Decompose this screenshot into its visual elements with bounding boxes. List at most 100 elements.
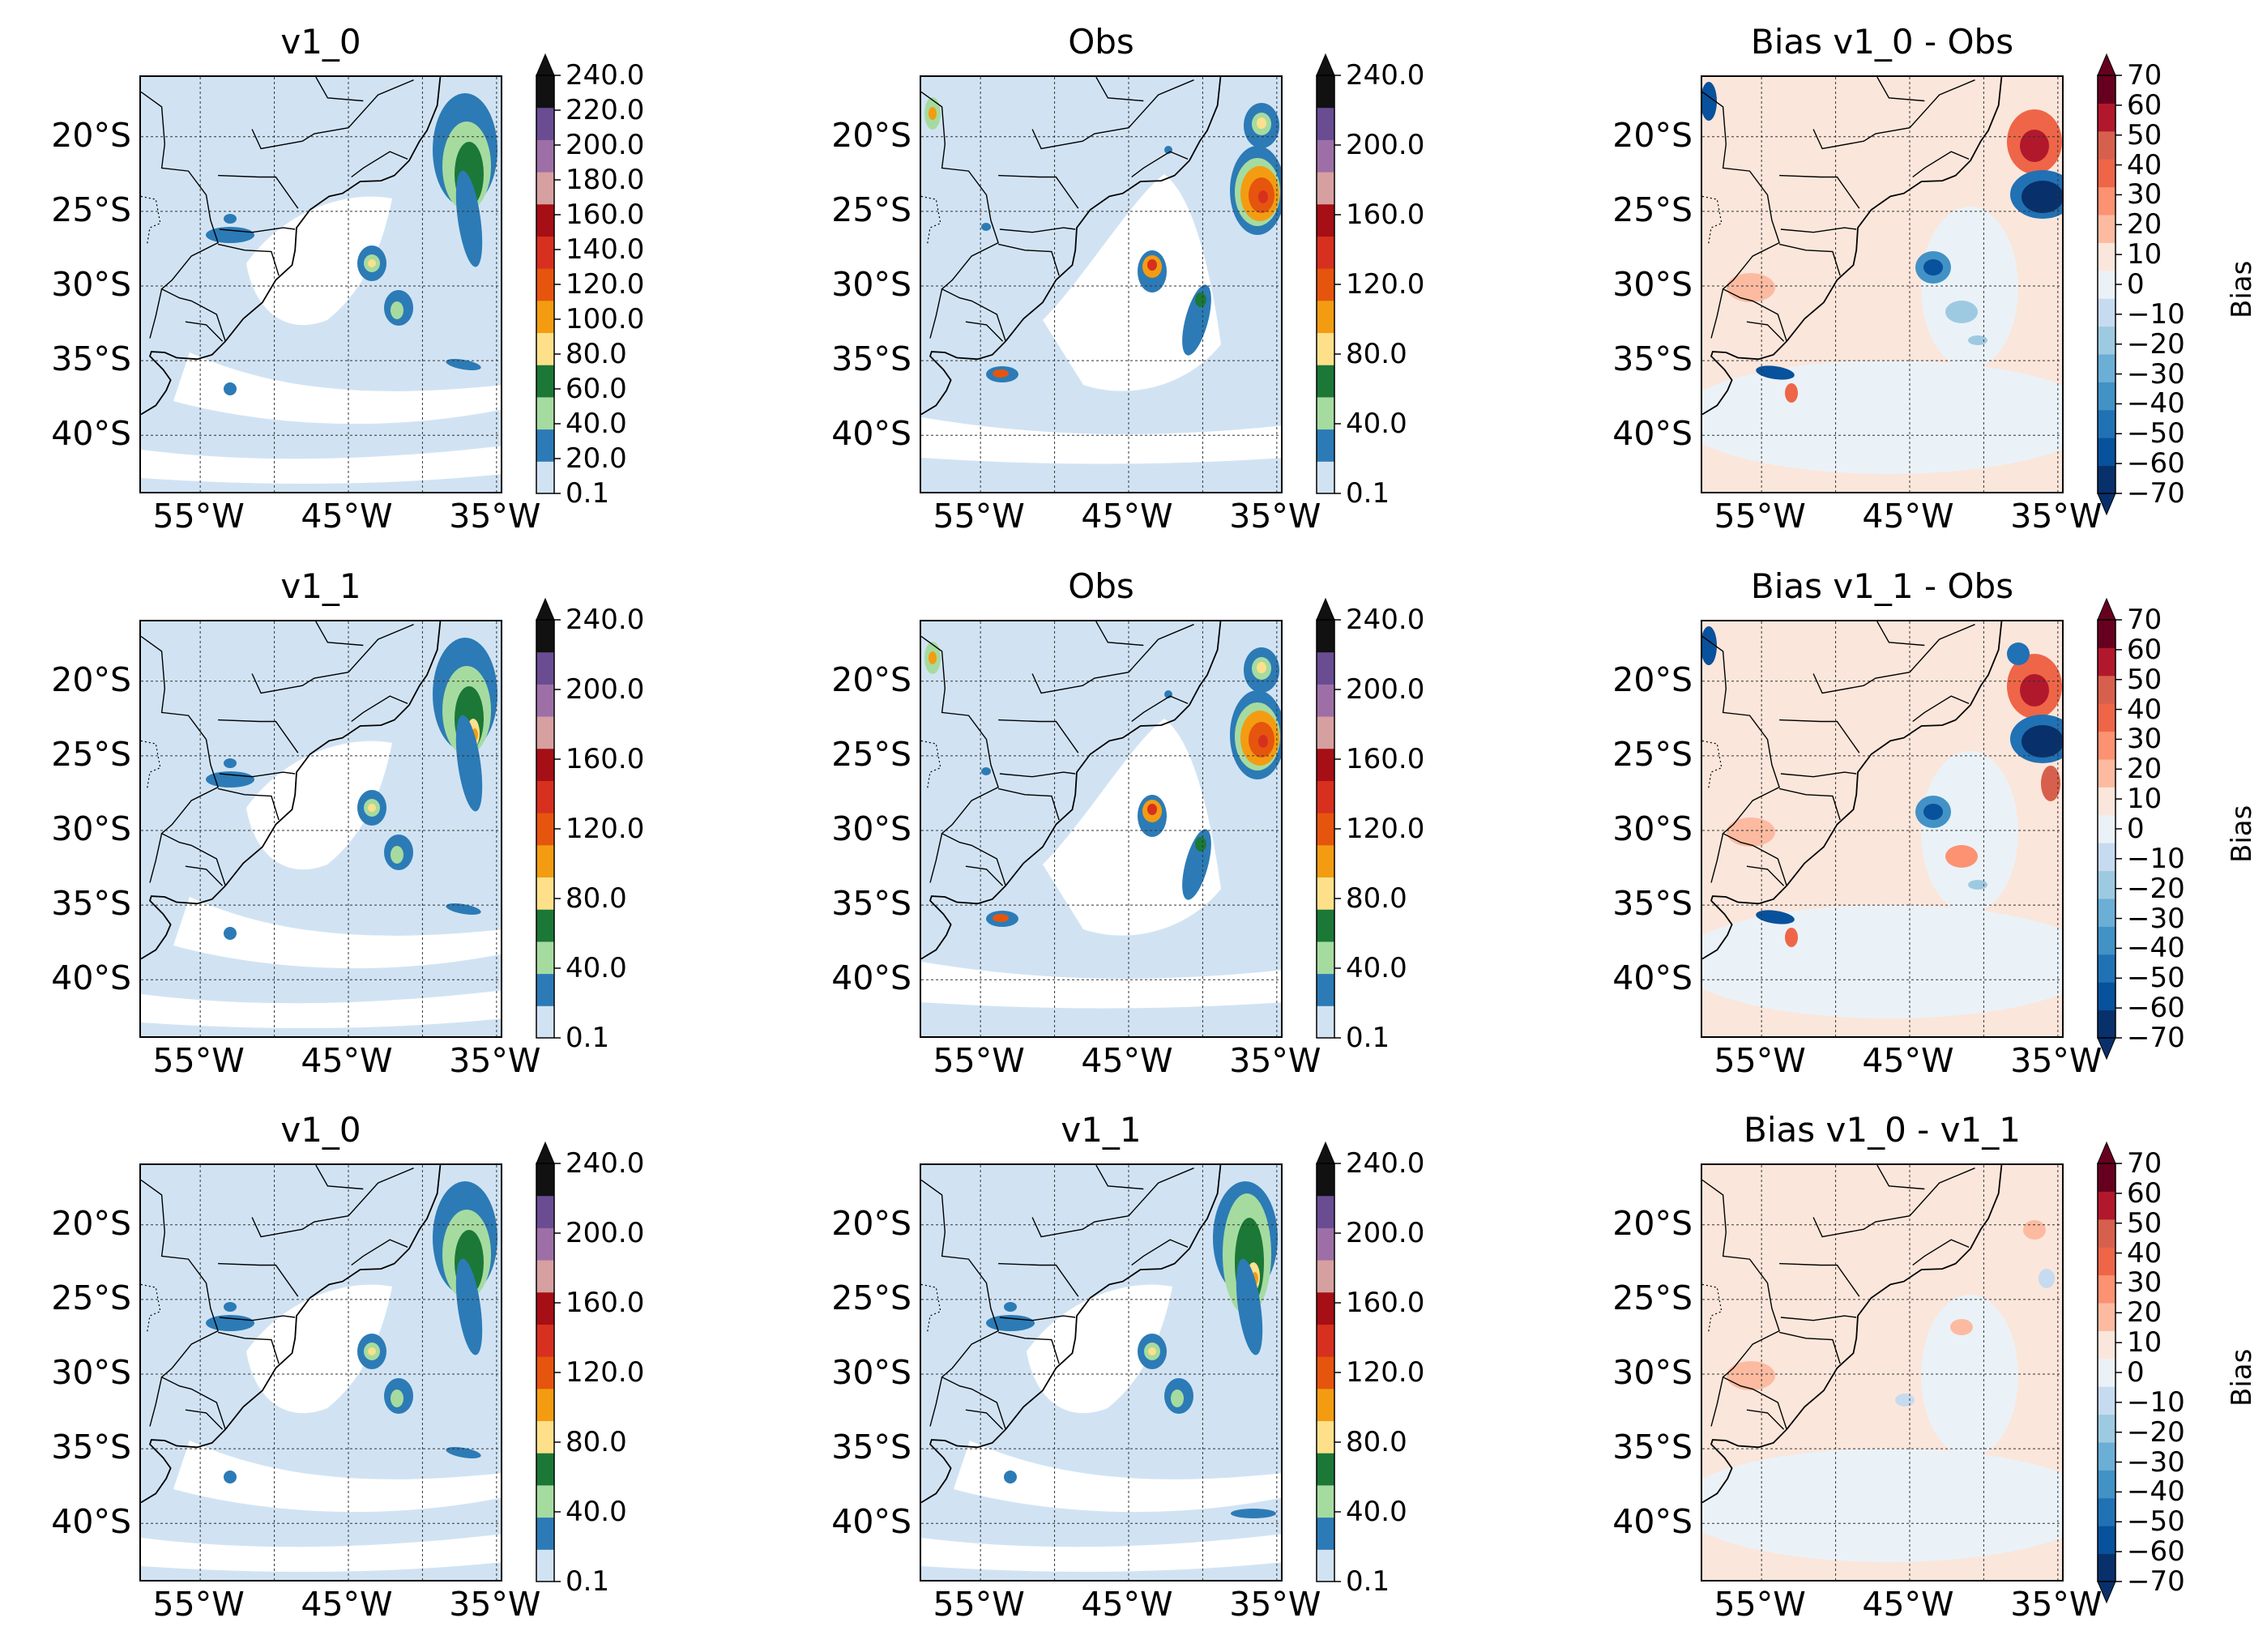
colorbar-label: Bias	[2226, 1348, 2258, 1407]
map-plot-area	[139, 620, 502, 1038]
state-border	[185, 321, 224, 342]
map-panel: Obs 20°S 25°S 30°S 35°S 40°S 55°W 45°W 35°W 0.1 40…	[831, 22, 1424, 534]
latitude-label: 35°S	[51, 884, 131, 924]
state-border	[997, 1331, 1060, 1364]
coastline	[921, 1165, 1222, 1504]
state-border	[998, 1262, 1079, 1297]
latitude-label: 30°S	[51, 809, 131, 848]
latitude-label: 40°S	[831, 958, 911, 998]
colorbar: −70 −60 −50 −40 −30 −20 −10 0 10 20 30 40 50 60 70 Bias	[2097, 1141, 2258, 1604]
storm-cell	[929, 651, 937, 664]
latitude-label: 35°S	[1612, 1428, 1693, 1467]
colorbar-level	[536, 429, 554, 462]
colorbar-ramp	[1316, 53, 1341, 494]
colorbar-tick-label: 200.0	[1346, 129, 1425, 161]
colorbar-level	[1317, 1291, 1334, 1325]
longitude-label: 55°W	[933, 1585, 1025, 1624]
longitude-label: 45°W	[1862, 1041, 1954, 1080]
latitude-label: 30°S	[831, 1353, 911, 1392]
colorbar-tick-label: −60	[2127, 992, 2185, 1025]
colorbar-tick-label: 120.0	[1346, 1356, 1425, 1389]
colorbar-tick-label: 0	[2127, 1356, 2145, 1389]
state-border	[141, 635, 226, 886]
state-border	[1780, 771, 1857, 778]
colorbar-tick-label: 240.0	[1346, 604, 1425, 636]
country-border-dotted	[921, 195, 941, 246]
colorbar-tick-label: 20	[2127, 753, 2162, 786]
map-canvas	[141, 77, 501, 492]
state-border	[999, 1315, 1076, 1321]
storm-cell	[1258, 735, 1268, 748]
colorbar-tick-label: 40.0	[566, 1496, 627, 1528]
map-plot-area	[139, 75, 502, 493]
state-border	[251, 624, 414, 694]
storm-cell	[1147, 804, 1157, 815]
colorbar-level	[536, 203, 554, 237]
colorbar-tick-label: 120.0	[566, 1356, 645, 1389]
colorbar-level	[2098, 1442, 2115, 1471]
state-border	[1131, 1239, 1189, 1266]
colorbar-level	[1317, 139, 1334, 173]
colorbar-level	[536, 236, 554, 269]
colorbar-level	[536, 1163, 554, 1197]
colorbar-tick-label: 120.0	[1346, 268, 1425, 301]
latitude-label: 30°S	[1612, 1353, 1693, 1392]
coastline	[1702, 1165, 2003, 1504]
colorbar-tick-label: 20	[2127, 1296, 2162, 1330]
storm-cell	[446, 903, 481, 916]
colorbar-extend-min	[2097, 1581, 2116, 1604]
longitude-label: 35°W	[2010, 497, 2103, 536]
colorbar-level	[536, 1356, 554, 1389]
bias-cell	[1921, 751, 2018, 913]
storm-cell	[1231, 1509, 1276, 1518]
state-border	[1702, 1179, 1787, 1430]
longitude-label: 45°W	[1862, 497, 1954, 536]
colorbar-tick-label: 60	[2127, 633, 2162, 666]
colorbar-level	[1317, 973, 1334, 1006]
storm-cell	[446, 1446, 481, 1459]
colorbar-tick-label: 40.0	[566, 408, 627, 440]
colorbar-extend-max	[2097, 597, 2116, 621]
colorbar-level	[2098, 1526, 2115, 1555]
colorbar: 0.1 40.0 80.0 120.0 160.0 200.0 240.0	[1316, 597, 1424, 1052]
state-border	[1031, 1167, 1194, 1238]
colorbar-level	[1317, 1517, 1334, 1550]
colorbar-tick-label: −50	[2127, 962, 2185, 995]
colorbar-level	[1317, 1356, 1334, 1389]
map-panel: v1_1 20°S 25°S 30°S 35°S 40°S 55°W 45°W 35°W 0.1 4…	[51, 566, 644, 1078]
latitude-label: 20°S	[51, 115, 131, 155]
colorbar-tick-label: 70	[2127, 59, 2162, 92]
latitude-label: 40°S	[831, 414, 911, 454]
colorbar-tick-label: 0.1	[1346, 1565, 1390, 1598]
colorbar-tick-label: −10	[2127, 297, 2185, 331]
colorbar-level	[536, 1453, 554, 1486]
map-panel: Bias v1_0 - Obs 20°S 25°S 30°S 35°S 40°S 55°W 4…	[1612, 22, 2258, 534]
colorbar-tick-label: 0.1	[1346, 477, 1390, 510]
state-border	[351, 1239, 408, 1266]
colorbar-level	[2098, 130, 2115, 160]
bias-cell	[2020, 674, 2049, 706]
map-panel: Obs 20°S 25°S 30°S 35°S 40°S 55°W 45°W 35°W 0.1 40…	[831, 566, 1424, 1078]
colorbar-tick-label: 180.0	[566, 164, 645, 196]
colorbar-level	[2098, 270, 2115, 299]
colorbar-level	[1317, 1420, 1334, 1454]
colorbar-level	[1317, 716, 1334, 749]
clear-sky-region	[1027, 1284, 1172, 1414]
colorbar-level	[536, 716, 554, 749]
map-canvas	[141, 621, 501, 1036]
storm-cell	[455, 170, 483, 267]
storm-cell	[1258, 190, 1268, 203]
state-border	[149, 288, 163, 339]
colorbar-level	[2098, 186, 2115, 216]
colorbar-tick-label: −40	[2127, 387, 2185, 420]
colorbar-level	[1317, 780, 1334, 813]
colorbar-tick-label: −10	[2127, 842, 2185, 875]
map-plot-area	[920, 1163, 1283, 1582]
colorbar-tick-label: −60	[2127, 447, 2185, 480]
longitude-label: 45°W	[301, 497, 393, 536]
colorbar-tick-label: 40.0	[566, 952, 627, 984]
longitude-label: 45°W	[1081, 1585, 1173, 1624]
storm-cell	[993, 369, 1009, 378]
colorbar-level	[1317, 461, 1334, 494]
country-border-dotted	[921, 740, 941, 791]
